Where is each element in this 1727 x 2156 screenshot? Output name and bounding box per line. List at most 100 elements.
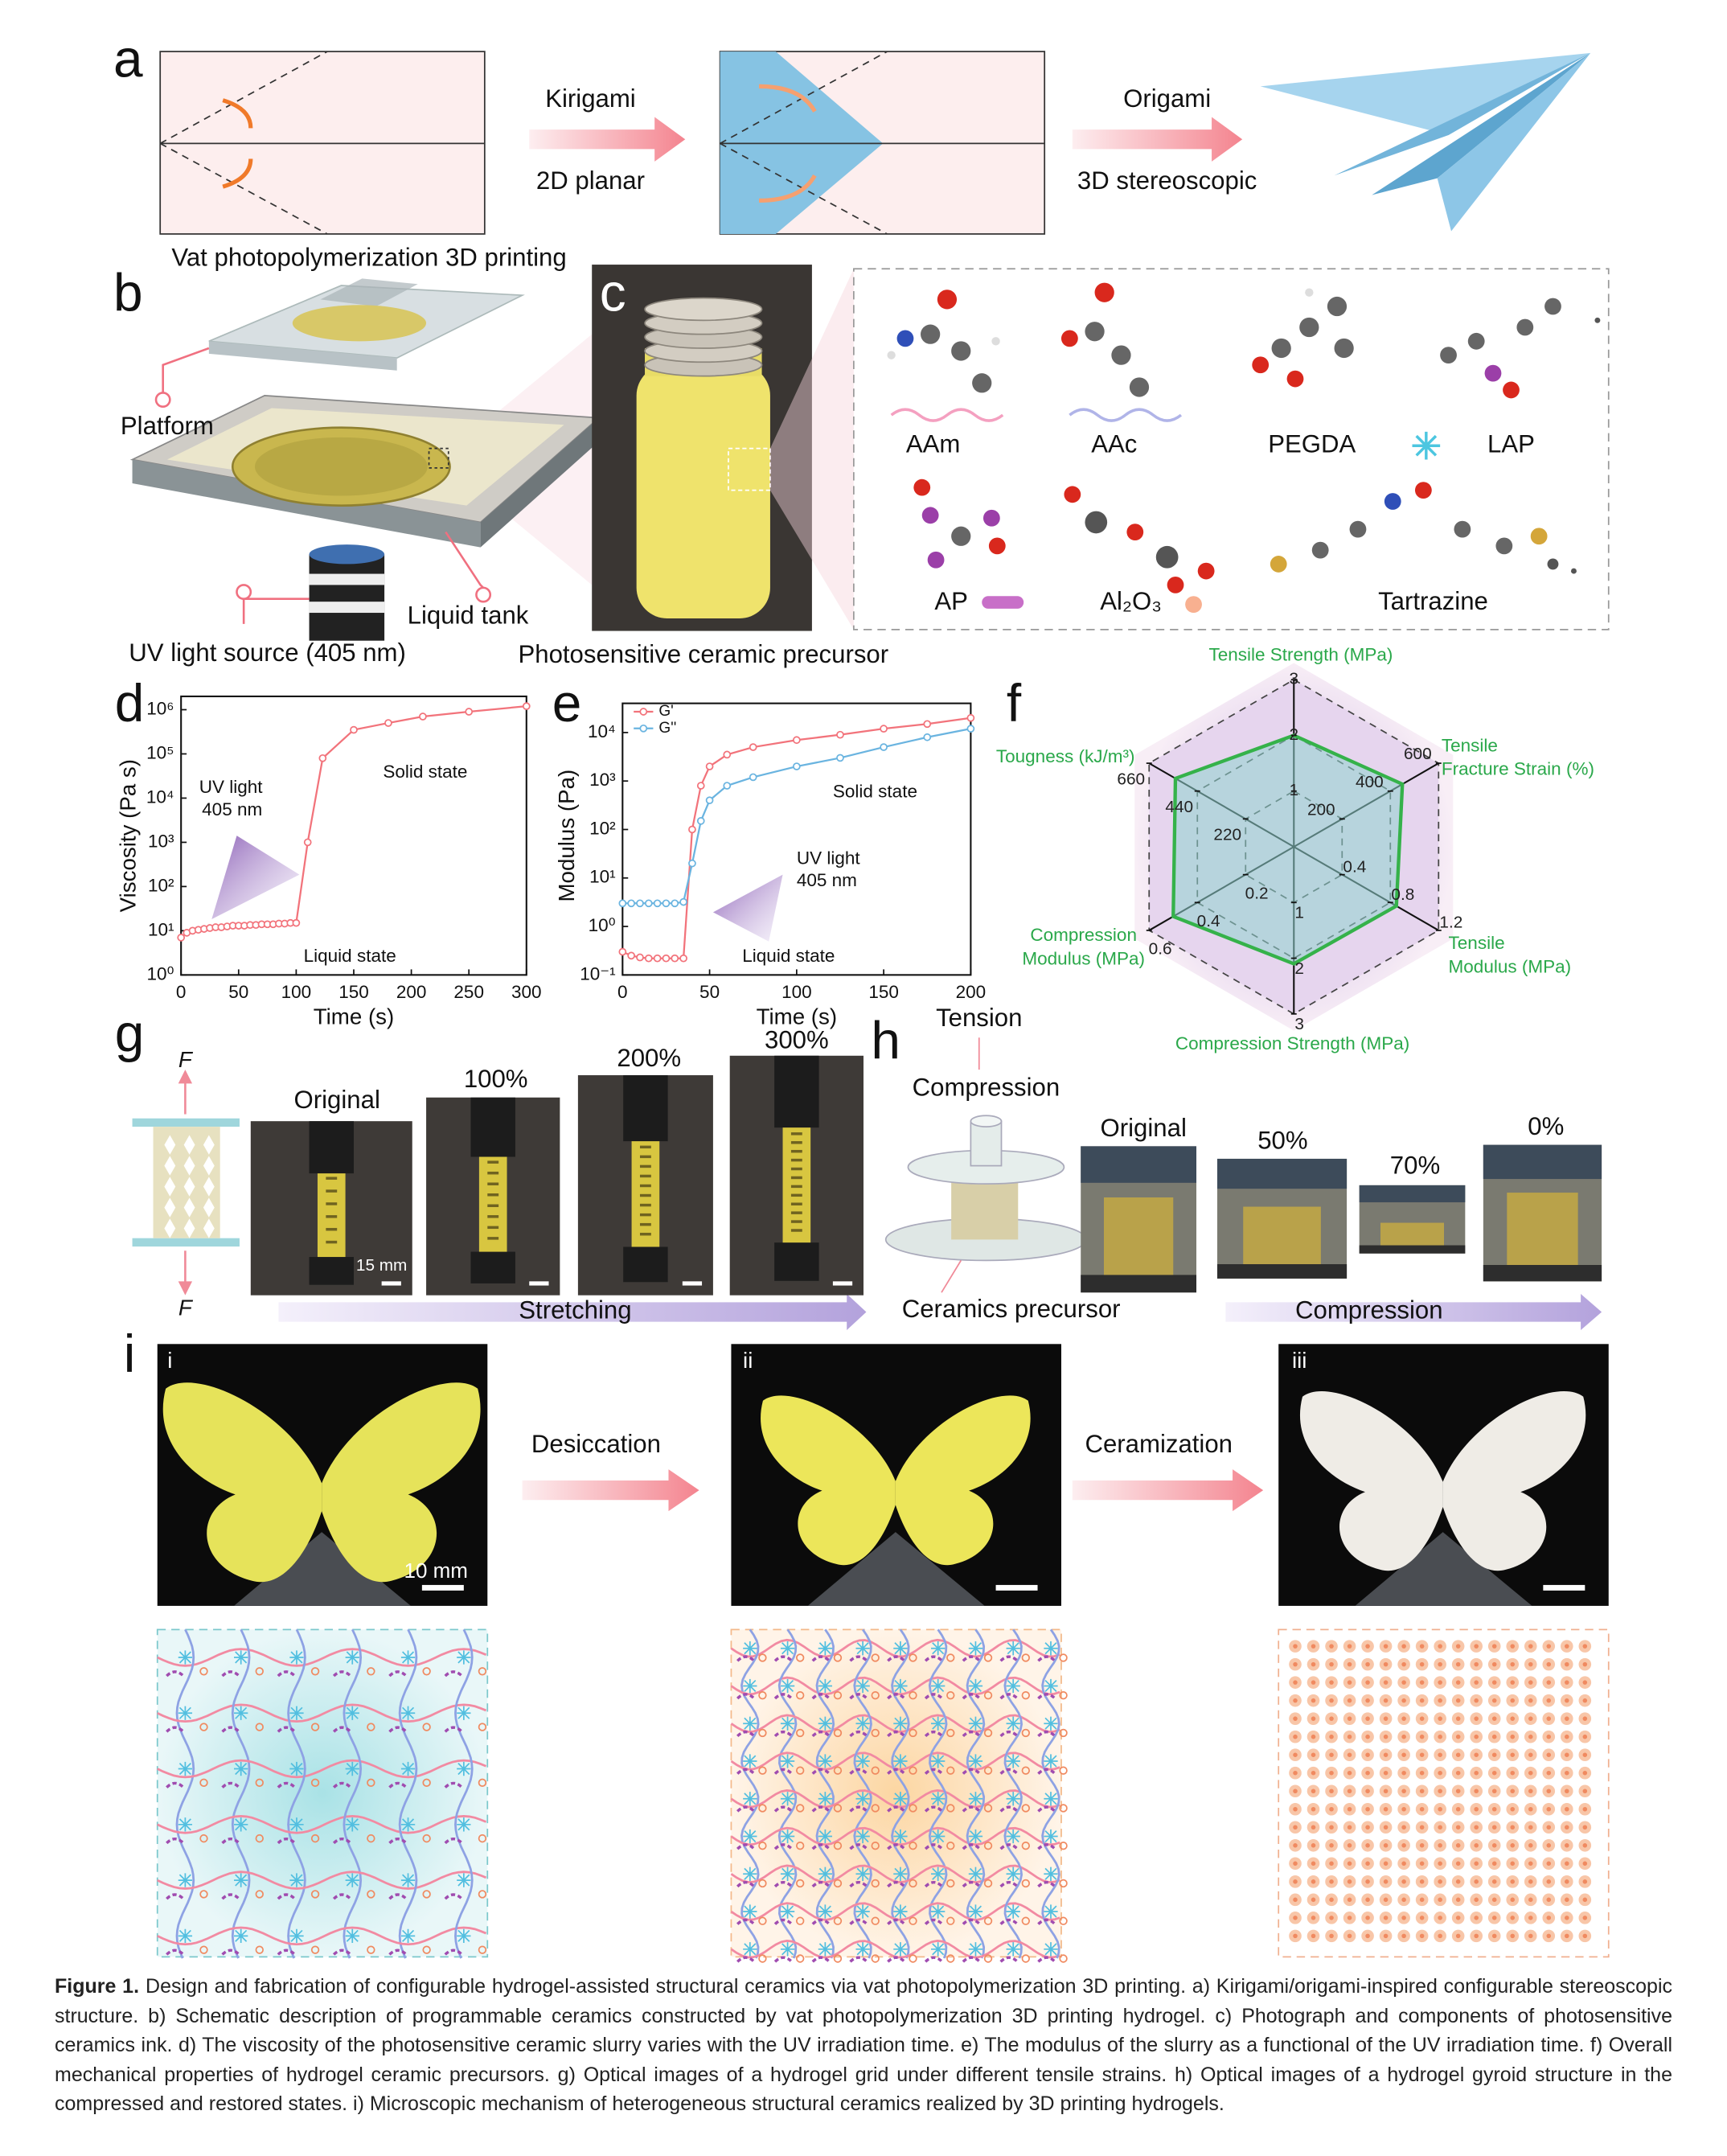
- particle-core: [1491, 1752, 1497, 1757]
- ap-chain: [444, 1893, 463, 1900]
- particle-core: [1438, 1752, 1442, 1757]
- data-point: [723, 782, 732, 790]
- particle-core: [1565, 1734, 1569, 1739]
- label: Stretching: [519, 1296, 631, 1324]
- radar-tick-label: 440: [1165, 798, 1193, 816]
- label: 300%: [765, 1026, 829, 1054]
- annotation: Solid state: [383, 762, 467, 782]
- crosslinker: [178, 1873, 193, 1887]
- particle: [795, 1690, 805, 1700]
- particle-core: [1438, 1861, 1442, 1866]
- particle-core: [1419, 1716, 1425, 1721]
- legend-label: G'': [658, 720, 676, 737]
- particle-core: [1491, 1770, 1497, 1776]
- crosslinker: [893, 1641, 908, 1656]
- ap-chain: [736, 1805, 756, 1813]
- label: Ceramics precursor: [902, 1295, 1121, 1323]
- panel-label: f: [1007, 673, 1022, 733]
- particle: [946, 1879, 955, 1888]
- butterfly-wing: [1442, 1390, 1586, 1571]
- hole: [326, 1189, 338, 1193]
- ap-chain: [999, 1730, 1019, 1738]
- label: Compression: [913, 1074, 1060, 1102]
- crosslinker: [893, 1678, 908, 1694]
- particle-core: [1401, 1933, 1406, 1939]
- ap-chain: [849, 1880, 868, 1888]
- particle: [758, 1766, 767, 1775]
- particle-core: [1582, 1716, 1588, 1721]
- particle-core: [1365, 1879, 1370, 1884]
- particle-core: [1491, 1843, 1497, 1848]
- crosslinker: [818, 1641, 833, 1656]
- radar-tick-label: 400: [1356, 773, 1384, 791]
- particle-core: [1582, 1680, 1588, 1685]
- particle: [795, 1916, 805, 1925]
- particle: [909, 1954, 917, 1963]
- ap-chain: [277, 1949, 296, 1956]
- label: UV light source (405 nm): [129, 639, 406, 667]
- hole: [639, 1174, 651, 1178]
- ap-chain: [166, 1949, 185, 1956]
- crosslinker: [968, 1904, 983, 1919]
- particle: [422, 1667, 431, 1676]
- particle-core: [1419, 1806, 1425, 1812]
- kirigami-sheet: [159, 51, 486, 235]
- particle-core: [1419, 1661, 1425, 1667]
- particle-core: [1528, 1825, 1533, 1830]
- annotation: Solid state: [833, 781, 917, 801]
- ap-chain: [221, 1726, 240, 1733]
- ap-chain: [924, 1805, 944, 1813]
- crosslinker: [968, 1942, 983, 1957]
- hole: [183, 1177, 195, 1197]
- particle: [310, 1667, 320, 1676]
- particle-core: [1510, 1698, 1516, 1703]
- panel-label: i: [124, 1324, 136, 1383]
- particle: [422, 1945, 431, 1954]
- hole: [487, 1193, 499, 1197]
- particle-core: [1293, 1698, 1298, 1703]
- particle-core: [1491, 1680, 1497, 1685]
- particle-core: [1365, 1644, 1370, 1649]
- particle-core: [1546, 1734, 1552, 1739]
- clamp: [774, 1055, 819, 1128]
- crosslinker: [1006, 1792, 1020, 1806]
- data-point: [292, 918, 301, 927]
- scale-bar: [1543, 1584, 1585, 1591]
- label: i: [167, 1348, 172, 1373]
- hole: [487, 1204, 499, 1208]
- data-point: [671, 954, 679, 963]
- ap-chain: [1037, 1693, 1056, 1700]
- particle-core: [1419, 1897, 1425, 1903]
- y-tick-label: 10¹: [148, 919, 174, 939]
- label: Liquid tank: [408, 601, 529, 629]
- polymer-chain: [1003, 1628, 1023, 1959]
- molecules: [887, 282, 1601, 614]
- polymer-chain: [966, 1628, 986, 1959]
- particle: [367, 1945, 375, 1954]
- particle-core: [1546, 1770, 1552, 1776]
- particle: [909, 1842, 917, 1850]
- particle-core: [1347, 1897, 1352, 1903]
- radar-tick-label: 1: [1289, 781, 1298, 799]
- ap-chain: [962, 1768, 981, 1775]
- crosslinker: [780, 1829, 795, 1844]
- ap-chain: [277, 1781, 296, 1788]
- particle: [983, 1728, 993, 1738]
- particle-core: [1365, 1916, 1370, 1920]
- particle-core: [1365, 1861, 1370, 1866]
- panel-label: c: [600, 262, 626, 322]
- particle: [758, 1653, 767, 1662]
- particle: [795, 1653, 805, 1662]
- stage: [1483, 1264, 1602, 1282]
- ap-chain: [388, 1893, 408, 1900]
- particle: [983, 1916, 993, 1925]
- particle: [758, 1879, 767, 1888]
- x-tick-label: 300: [511, 982, 542, 1002]
- particle: [1059, 1916, 1068, 1925]
- clamp: [623, 1246, 668, 1283]
- particle-core: [1401, 1825, 1406, 1830]
- ap-chain: [811, 1768, 831, 1775]
- crosslinker: [289, 1817, 304, 1832]
- data-point: [384, 719, 392, 727]
- ap-chain: [924, 1918, 944, 1925]
